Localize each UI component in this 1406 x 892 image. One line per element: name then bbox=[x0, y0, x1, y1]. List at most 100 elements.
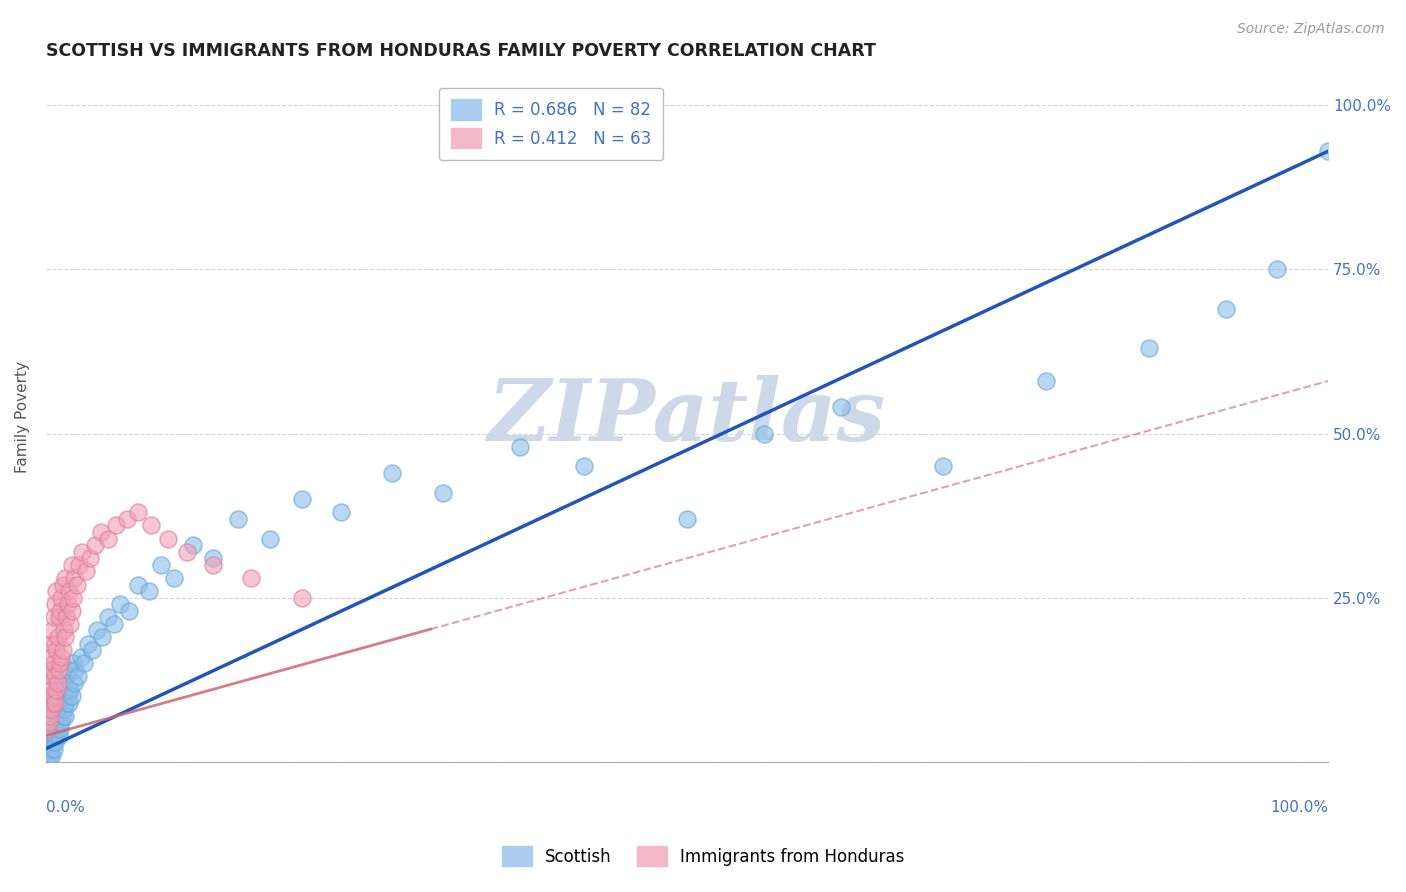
Point bbox=[1137, 341, 1160, 355]
Point bbox=[41, 624, 63, 638]
Point bbox=[37, 741, 59, 756]
Point bbox=[163, 571, 186, 585]
Point bbox=[86, 624, 108, 638]
Point bbox=[79, 551, 101, 566]
Point bbox=[38, 748, 60, 763]
Point bbox=[52, 708, 75, 723]
Point bbox=[49, 702, 72, 716]
Point bbox=[38, 715, 60, 730]
Point bbox=[105, 518, 128, 533]
Point bbox=[42, 696, 65, 710]
Point bbox=[48, 715, 70, 730]
Point bbox=[53, 630, 76, 644]
Point bbox=[240, 571, 263, 585]
Point bbox=[58, 663, 80, 677]
Point bbox=[42, 657, 65, 671]
Point bbox=[1035, 374, 1057, 388]
Point bbox=[52, 643, 75, 657]
Point bbox=[44, 597, 66, 611]
Point bbox=[59, 682, 82, 697]
Point bbox=[291, 492, 314, 507]
Point bbox=[45, 715, 67, 730]
Text: 0.0%: 0.0% bbox=[46, 800, 84, 814]
Point bbox=[42, 729, 65, 743]
Point bbox=[226, 512, 249, 526]
Point bbox=[44, 669, 66, 683]
Point bbox=[41, 702, 63, 716]
Point bbox=[103, 616, 125, 631]
Point bbox=[183, 538, 205, 552]
Point bbox=[201, 558, 224, 572]
Point bbox=[65, 663, 87, 677]
Point bbox=[60, 558, 83, 572]
Point bbox=[38, 649, 60, 664]
Point bbox=[39, 702, 62, 716]
Point bbox=[37, 722, 59, 736]
Point bbox=[118, 604, 141, 618]
Point bbox=[138, 584, 160, 599]
Point bbox=[52, 577, 75, 591]
Point bbox=[39, 729, 62, 743]
Y-axis label: Family Poverty: Family Poverty bbox=[15, 361, 30, 473]
Point bbox=[49, 604, 72, 618]
Point bbox=[201, 551, 224, 566]
Point bbox=[38, 735, 60, 749]
Point bbox=[75, 565, 97, 579]
Point bbox=[46, 722, 69, 736]
Point bbox=[176, 544, 198, 558]
Point bbox=[432, 485, 454, 500]
Point bbox=[38, 715, 60, 730]
Point bbox=[67, 558, 90, 572]
Point bbox=[42, 741, 65, 756]
Point bbox=[127, 505, 149, 519]
Point bbox=[46, 676, 69, 690]
Point bbox=[44, 696, 66, 710]
Point bbox=[38, 663, 60, 677]
Point bbox=[58, 584, 80, 599]
Point bbox=[46, 630, 69, 644]
Point bbox=[37, 735, 59, 749]
Point bbox=[291, 591, 314, 605]
Point bbox=[48, 663, 70, 677]
Point bbox=[82, 643, 104, 657]
Text: 100.0%: 100.0% bbox=[1270, 800, 1329, 814]
Point bbox=[259, 532, 281, 546]
Point bbox=[41, 735, 63, 749]
Point bbox=[48, 610, 70, 624]
Point bbox=[329, 505, 352, 519]
Point bbox=[38, 682, 60, 697]
Point bbox=[1215, 301, 1237, 316]
Point bbox=[156, 532, 179, 546]
Point bbox=[53, 708, 76, 723]
Point bbox=[39, 669, 62, 683]
Point bbox=[150, 558, 173, 572]
Point bbox=[51, 715, 73, 730]
Point bbox=[37, 676, 59, 690]
Point bbox=[41, 722, 63, 736]
Point bbox=[38, 741, 60, 756]
Point bbox=[46, 708, 69, 723]
Point bbox=[96, 610, 118, 624]
Point bbox=[45, 682, 67, 697]
Legend: Scottish, Immigrants from Honduras: Scottish, Immigrants from Honduras bbox=[494, 838, 912, 875]
Point bbox=[381, 466, 404, 480]
Point bbox=[45, 584, 67, 599]
Point bbox=[52, 682, 75, 697]
Text: SCOTTISH VS IMMIGRANTS FROM HONDURAS FAMILY POVERTY CORRELATION CHART: SCOTTISH VS IMMIGRANTS FROM HONDURAS FAM… bbox=[46, 42, 876, 60]
Point bbox=[38, 748, 60, 763]
Point bbox=[66, 669, 89, 683]
Point bbox=[44, 637, 66, 651]
Point bbox=[66, 577, 89, 591]
Point bbox=[51, 649, 73, 664]
Point bbox=[41, 748, 63, 763]
Point bbox=[37, 702, 59, 716]
Point bbox=[55, 696, 77, 710]
Point bbox=[49, 657, 72, 671]
Point bbox=[91, 630, 114, 644]
Point bbox=[1317, 145, 1340, 159]
Point bbox=[44, 735, 66, 749]
Point bbox=[73, 657, 96, 671]
Point bbox=[830, 401, 852, 415]
Point bbox=[58, 696, 80, 710]
Point bbox=[38, 708, 60, 723]
